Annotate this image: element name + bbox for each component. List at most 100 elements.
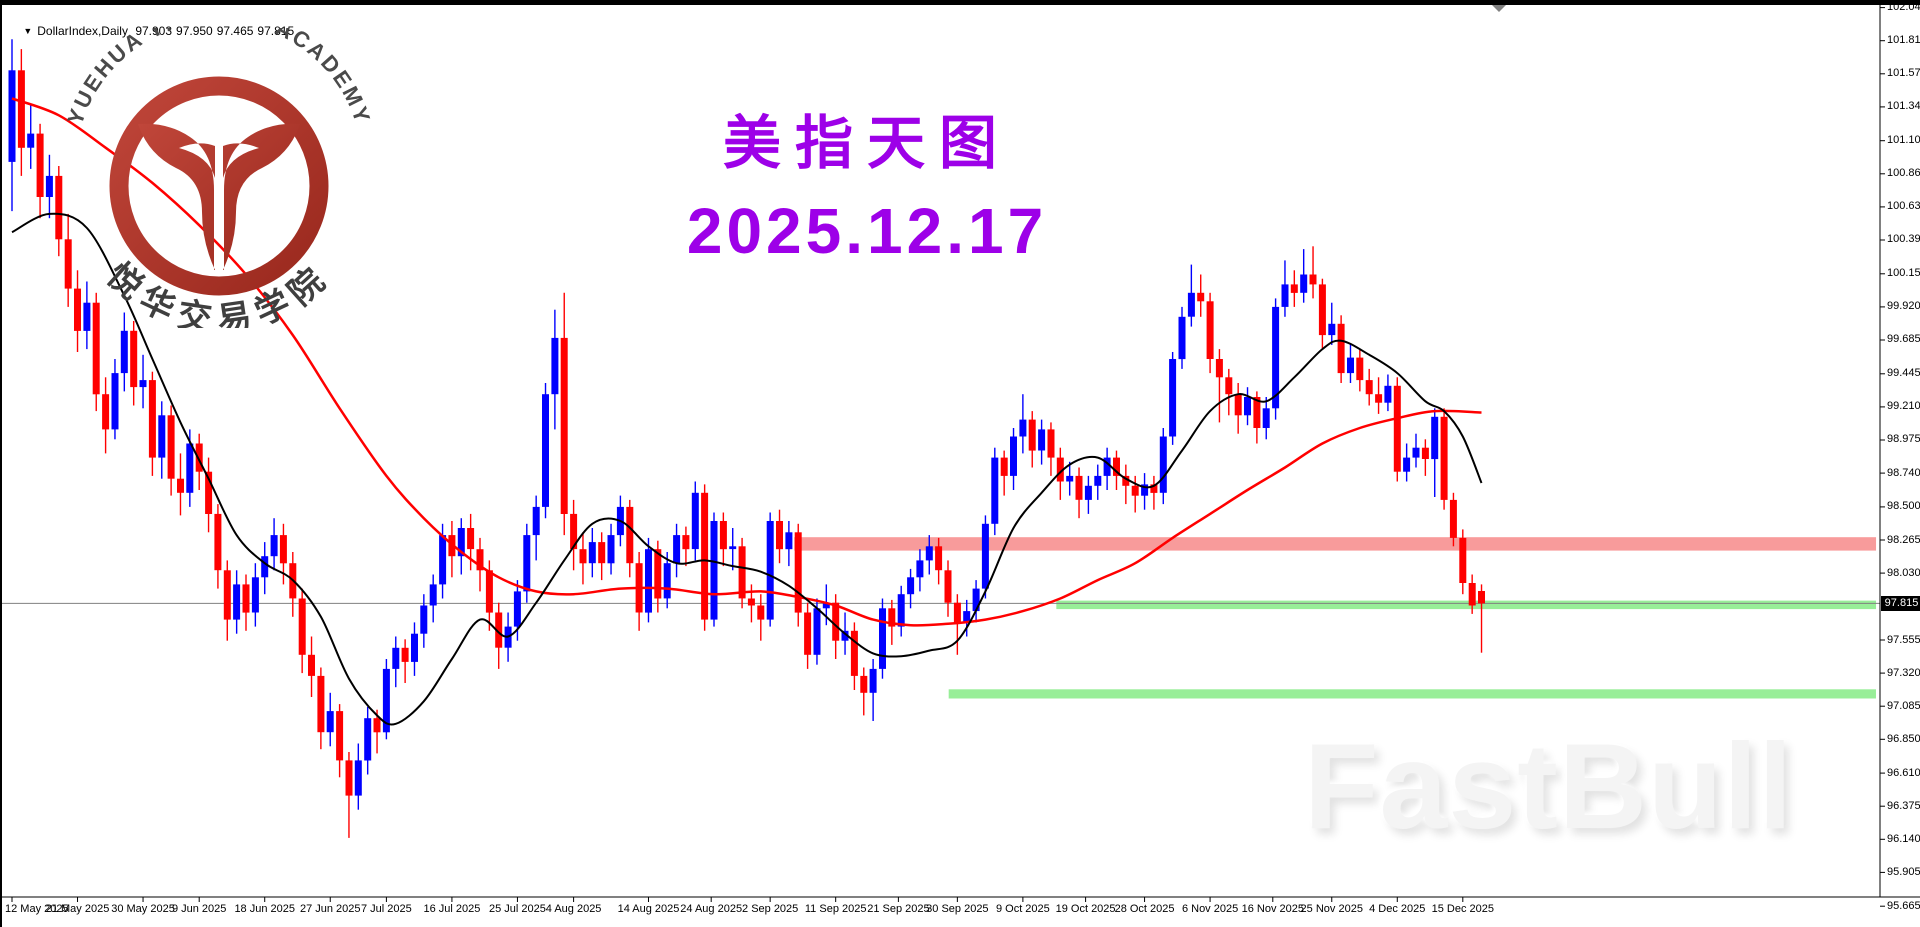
- candlestick: [148, 380, 156, 458]
- chart-title-text: 美指天图: [722, 111, 1011, 176]
- candlestick: [1318, 284, 1326, 336]
- time-axis-label: 30 May 2025: [111, 903, 175, 915]
- candlestick: [532, 506, 540, 536]
- price-axis-label: 96.375: [1887, 799, 1920, 812]
- candlestick: [513, 591, 521, 627]
- candlestick: [1159, 436, 1167, 493]
- candlestick: [1028, 419, 1036, 451]
- time-axis-label: 18 Jun 2025: [234, 903, 295, 915]
- candlestick: [897, 594, 905, 627]
- yuehua-academy-logo: YUEHUA TRADING ACADEMY 悦华交易学院: [64, 28, 373, 328]
- candlestick: [963, 611, 971, 623]
- chart-title-date: 2025.12.17: [686, 195, 1048, 267]
- candlestick: [570, 513, 578, 550]
- candlestick: [747, 598, 755, 606]
- candlestick: [1178, 316, 1186, 360]
- candlestick: [439, 535, 447, 585]
- candlestick: [925, 546, 933, 561]
- price-axis-label: 102.045: [1887, 1, 1920, 14]
- chart-shift-marker-icon[interactable]: [1492, 5, 1506, 12]
- candlestick: [822, 602, 830, 609]
- candlestick: [710, 521, 718, 620]
- price-axis-label: 100.155: [1887, 267, 1920, 280]
- collapse-arrow-icon[interactable]: ▼: [23, 26, 33, 36]
- candlestick: [981, 523, 989, 589]
- candlestick: [682, 535, 690, 550]
- time-axis-label: 27 Jun 2025: [299, 903, 361, 915]
- candlestick: [766, 521, 774, 620]
- candlestick: [972, 588, 980, 612]
- symbol-label: DollarIndex,Daily: [37, 24, 128, 38]
- candlestick: [1038, 429, 1046, 451]
- fast-ma-line: [11, 212, 1483, 726]
- candlestick: [1084, 485, 1092, 500]
- price-axis-label: 97.320: [1887, 666, 1920, 679]
- candlestick: [1337, 323, 1345, 374]
- candlestick: [223, 570, 231, 620]
- candlestick: [991, 457, 999, 524]
- candlestick: [1000, 457, 1008, 476]
- symbol-ohlc-header[interactable]: ▼ DollarIndex,Daily 97.903 97.950 97.465 97.…: [10, 10, 298, 52]
- candlestick: [317, 675, 325, 733]
- candlestick: [139, 380, 147, 388]
- candlestick: [1019, 419, 1027, 437]
- time-axis-label: 24 Aug 2025: [680, 903, 743, 915]
- time-axis-label: 9 Jun 2025: [171, 903, 227, 915]
- candlestick: [495, 612, 503, 648]
- logo-tulip-mark: [138, 123, 300, 270]
- candlestick: [251, 577, 259, 613]
- candlestick: [17, 70, 25, 148]
- candlestick: [1187, 292, 1195, 317]
- candlestick: [1328, 323, 1336, 336]
- candlestick: [560, 337, 568, 514]
- price-axis-label: 98.265: [1887, 533, 1920, 546]
- ohlc-open: 97.903: [135, 24, 173, 38]
- candlestick: [298, 598, 306, 655]
- candlestick: [120, 330, 128, 374]
- candlestick: [1150, 484, 1158, 493]
- price-axis-label: 99.445: [1887, 367, 1920, 380]
- logo-ring: [109, 76, 329, 296]
- candlestick: [8, 70, 16, 162]
- candlestick: [382, 668, 390, 733]
- candlestick: [579, 549, 587, 564]
- price-axis-label: 99.685: [1887, 333, 1920, 346]
- candlestick: [1421, 447, 1429, 459]
- candlestick: [738, 546, 746, 599]
- candlestick: [551, 337, 559, 395]
- price-axis-label: 96.610: [1887, 766, 1920, 779]
- ohlc-high: 97.950: [176, 24, 213, 38]
- candlestick: [1281, 284, 1289, 307]
- candlestick: [860, 675, 868, 693]
- candlestick: [1103, 457, 1111, 476]
- candlestick: [1375, 394, 1383, 403]
- candlestick: [457, 528, 465, 557]
- candlestick: [1468, 583, 1476, 606]
- candlestick: [214, 513, 222, 571]
- candlestick: [467, 528, 475, 550]
- price-axis-label: 100.630: [1887, 200, 1920, 213]
- time-axis-label: 14 Aug 2025: [617, 903, 680, 915]
- fastbull-watermark: FastBull: [1304, 718, 1794, 854]
- candlestick: [1010, 436, 1017, 476]
- candlestick: [691, 492, 699, 550]
- candlestick: [626, 506, 634, 564]
- candlestick: [177, 478, 184, 493]
- candlestick: [935, 546, 943, 571]
- price-axis-label: 100.395: [1887, 233, 1920, 246]
- time-axis-label: 11 Sep 2025: [804, 903, 867, 915]
- candlestick: [1047, 429, 1055, 458]
- candlestick: [1272, 306, 1280, 409]
- candlestick: [813, 608, 821, 655]
- candlestick: [336, 711, 344, 761]
- candlestick: [1403, 457, 1411, 472]
- candlestick: [916, 560, 924, 578]
- candlestick: [1262, 408, 1270, 428]
- price-axis-label: 95.905: [1887, 865, 1920, 878]
- candlestick: [205, 471, 213, 514]
- candlestick: [888, 608, 896, 627]
- candlestick: [345, 760, 353, 796]
- time-axis-label: 21 Sep 2025: [867, 903, 930, 915]
